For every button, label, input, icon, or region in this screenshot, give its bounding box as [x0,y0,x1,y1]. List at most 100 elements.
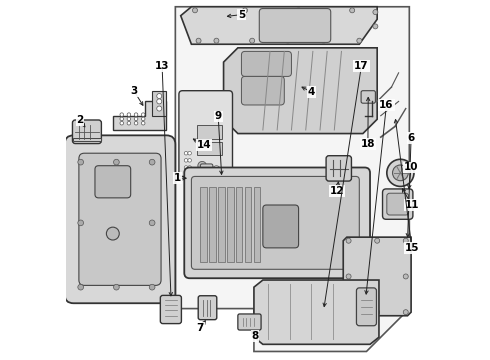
FancyBboxPatch shape [215,167,227,182]
Circle shape [346,274,351,279]
Circle shape [188,152,192,155]
Circle shape [350,8,355,13]
FancyBboxPatch shape [356,288,376,326]
Circle shape [149,159,155,165]
Circle shape [142,121,145,125]
Circle shape [149,284,155,290]
FancyBboxPatch shape [200,164,213,180]
Text: 8: 8 [251,331,259,341]
FancyBboxPatch shape [95,166,131,198]
FancyBboxPatch shape [192,176,359,269]
Circle shape [184,158,188,162]
Circle shape [193,8,197,13]
Circle shape [134,113,138,116]
Circle shape [285,38,291,43]
Circle shape [78,220,83,226]
Text: 17: 17 [354,61,369,71]
Polygon shape [343,237,411,316]
Circle shape [120,117,123,121]
Circle shape [120,113,123,116]
Circle shape [184,152,188,155]
Polygon shape [175,7,409,351]
Circle shape [188,166,192,169]
Text: 13: 13 [155,62,170,71]
FancyBboxPatch shape [238,314,261,330]
Bar [200,187,207,262]
Circle shape [184,166,188,169]
FancyBboxPatch shape [263,205,298,248]
Circle shape [142,113,145,116]
Text: 12: 12 [330,186,344,196]
Text: 14: 14 [196,140,211,150]
FancyBboxPatch shape [383,189,413,219]
FancyBboxPatch shape [65,135,175,303]
Circle shape [387,159,414,186]
Circle shape [142,117,145,121]
FancyBboxPatch shape [259,9,331,42]
FancyBboxPatch shape [387,193,409,215]
Text: 5: 5 [238,10,245,19]
Circle shape [157,106,162,111]
Bar [209,187,216,262]
Circle shape [403,310,408,315]
Bar [197,125,222,139]
Circle shape [134,121,138,125]
Circle shape [357,38,362,43]
Circle shape [403,238,408,243]
Polygon shape [181,7,377,44]
FancyBboxPatch shape [198,296,217,320]
Text: 11: 11 [405,200,419,210]
Circle shape [346,310,351,315]
Circle shape [249,38,255,43]
Bar [197,143,222,155]
Bar [218,187,224,262]
Circle shape [78,159,83,165]
Circle shape [392,165,408,181]
Text: 3: 3 [131,86,138,96]
Circle shape [120,121,123,125]
Text: 7: 7 [196,323,204,333]
Text: 4: 4 [307,87,315,97]
Circle shape [127,121,131,125]
Circle shape [214,38,219,43]
Bar [152,91,167,116]
FancyBboxPatch shape [179,91,232,176]
Circle shape [134,117,138,121]
Circle shape [321,38,326,43]
FancyBboxPatch shape [184,167,370,278]
Bar [254,187,260,262]
Circle shape [375,238,380,243]
Text: 18: 18 [361,139,375,149]
Circle shape [375,310,380,315]
Polygon shape [223,48,377,134]
Circle shape [188,158,192,162]
FancyBboxPatch shape [79,153,161,285]
Circle shape [213,166,220,173]
Polygon shape [254,280,379,344]
Circle shape [373,24,378,29]
Text: 6: 6 [408,133,415,143]
Text: 1: 1 [173,173,181,183]
Circle shape [196,38,201,43]
Bar [236,187,243,262]
Text: 15: 15 [405,243,419,253]
Circle shape [157,99,162,104]
Bar [227,187,234,262]
Circle shape [78,284,83,290]
Circle shape [198,161,206,170]
Circle shape [114,159,119,165]
Circle shape [149,220,155,226]
Circle shape [403,274,408,279]
Bar [73,138,101,141]
FancyBboxPatch shape [242,76,284,105]
Text: 9: 9 [215,111,222,121]
Circle shape [157,94,162,99]
Circle shape [127,113,131,116]
Text: 16: 16 [379,100,393,110]
Circle shape [127,117,131,121]
Circle shape [114,284,119,290]
FancyBboxPatch shape [326,156,351,181]
Circle shape [243,8,247,13]
Text: 2: 2 [76,115,84,125]
Circle shape [296,8,301,13]
